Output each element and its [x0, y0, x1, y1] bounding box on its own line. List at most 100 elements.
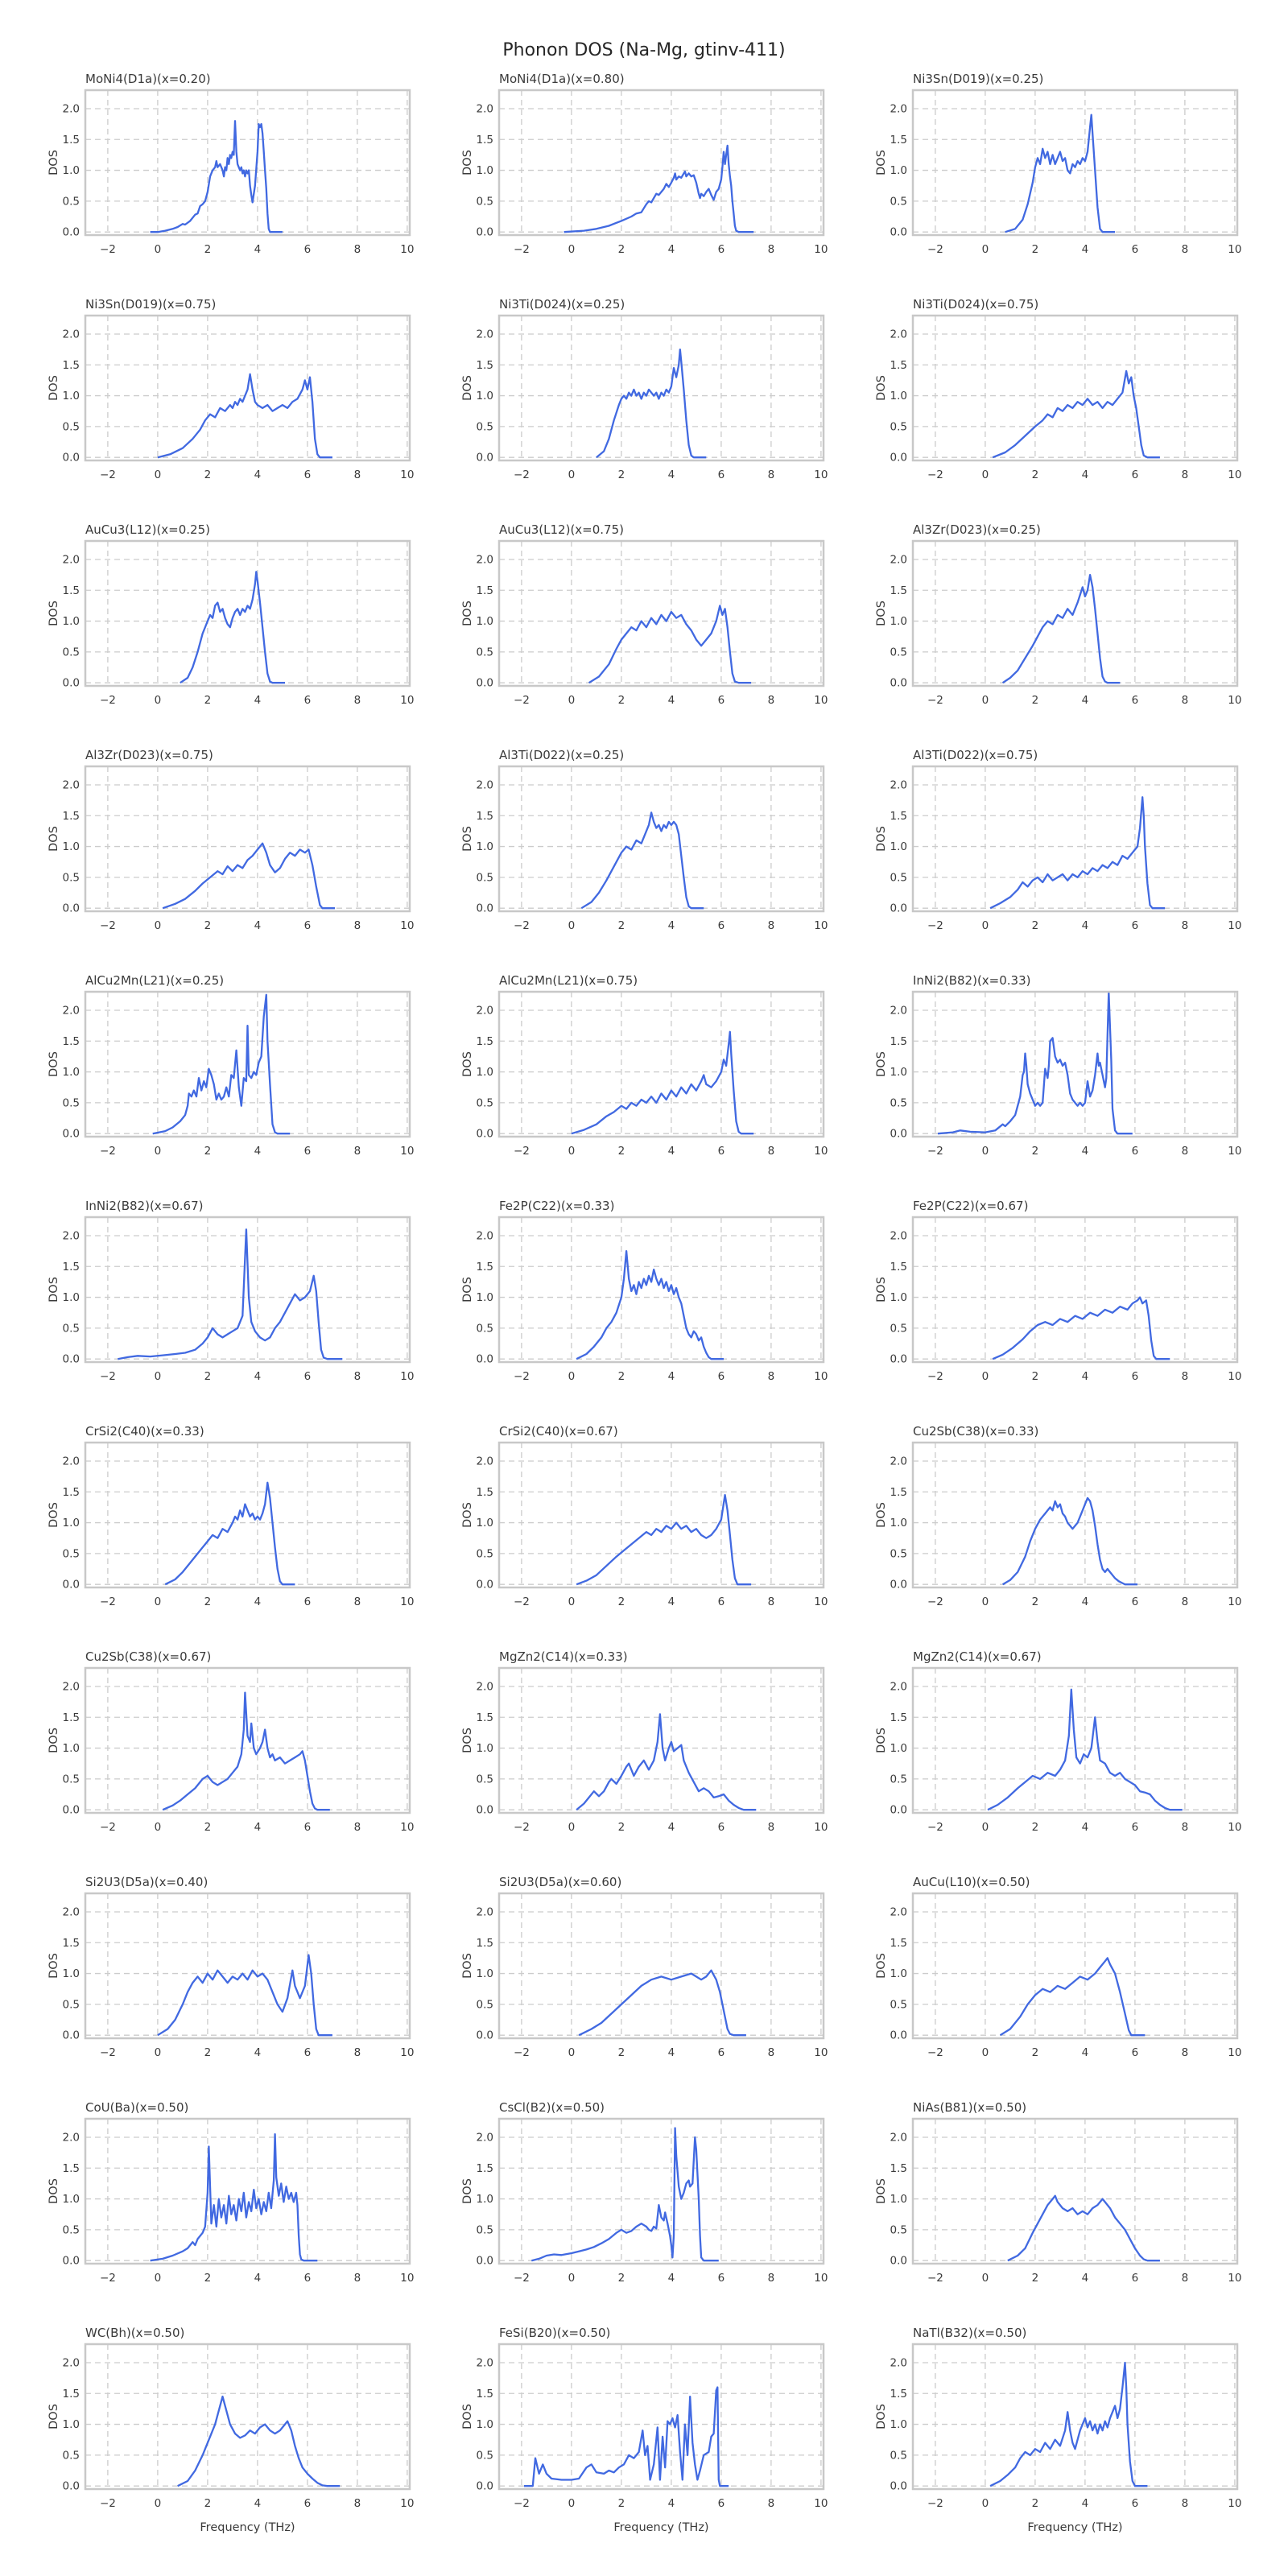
- plot-area: −2 0 2 4 6 8 10 0.0 0.5 1.0 1.5 2.0 DOS: [461, 1666, 828, 1834]
- y-tick-label: 0.0: [890, 1353, 907, 1366]
- x-tick-label: 2: [1032, 243, 1039, 256]
- x-tick-label: 10: [814, 243, 828, 256]
- subplot-title: Al3Ti(D022)(x=0.25): [499, 748, 625, 762]
- x-tick-label: 0: [568, 1370, 576, 1383]
- y-tick-label: 2.0: [477, 2356, 493, 2369]
- x-tick-label: 6: [1132, 469, 1139, 481]
- x-tick-label: 10: [1228, 919, 1241, 932]
- x-tick-label: 0: [568, 694, 576, 707]
- y-tick-label: 0.0: [890, 2480, 907, 2493]
- plot-area: −2 0 2 4 6 8 10 0.0 0.5 1.0 1.5 2.0 DOS: [47, 1892, 414, 2059]
- x-tick-label: 0: [568, 2046, 576, 2059]
- x-tick-label: 8: [354, 1821, 361, 1834]
- x-tick-label: 6: [718, 2046, 725, 2059]
- y-axis-label: DOS: [875, 1728, 888, 1753]
- x-tick-label: 10: [400, 1370, 414, 1383]
- y-tick-label: 0.0: [63, 902, 80, 915]
- subplot-5: Ni3Ti(D024)(x=0.25) −2 0 2 4 6 8 10 0.0 0.5 1.0 1.5…: [460, 295, 874, 520]
- x-tick-label: 10: [814, 469, 828, 481]
- y-axis-label: DOS: [461, 601, 474, 626]
- x-tick-label: 2: [1032, 2497, 1039, 2510]
- x-tick-label: −2: [514, 1370, 530, 1383]
- plot-border: [911, 2343, 1239, 2491]
- x-tick-label: 4: [668, 1145, 675, 1158]
- y-tick-label: 1.5: [890, 2162, 907, 2175]
- y-tick-label: 2.0: [63, 2131, 80, 2144]
- x-tick-label: 2: [204, 1370, 212, 1383]
- subplot-16: InNi2(B82)(x=0.67) −2 0 2 4 6 8 10 0.0 0.5 1.0 1.5 2…: [47, 1196, 460, 1422]
- x-tick-label: 4: [254, 2497, 262, 2510]
- y-tick-label: 0.0: [890, 1579, 907, 1591]
- subplot-30: NiAs(B81)(x=0.50) −2 0 2 4 6 8 10 0.0 0.5 1.0 1.5 2.…: [874, 2098, 1288, 2323]
- x-tick-label: 10: [1228, 1145, 1241, 1158]
- plot-border: [911, 765, 1239, 913]
- plot-border: [84, 1666, 411, 1814]
- x-tick-label: 8: [768, 2497, 775, 2510]
- y-tick-label: 0.5: [890, 1998, 907, 2011]
- y-tick-label: 0.5: [890, 1322, 907, 1335]
- y-tick-label: 0.5: [477, 2223, 493, 2236]
- y-tick-label: 1.5: [477, 1486, 493, 1499]
- y-axis-label: DOS: [875, 826, 888, 852]
- x-tick-label: 10: [814, 2497, 828, 2510]
- x-tick-label: 0: [568, 469, 576, 481]
- x-tick-label: 6: [304, 1596, 312, 1608]
- y-tick-label: 1.5: [477, 1711, 493, 1724]
- x-tick-label: −2: [514, 1821, 530, 1834]
- x-tick-label: 8: [768, 2272, 775, 2285]
- y-axis-label: DOS: [461, 1051, 474, 1077]
- subplot-title: Al3Ti(D022)(x=0.75): [913, 748, 1038, 762]
- y-tick-label: 1.0: [477, 2418, 493, 2431]
- subplot-title: MgZn2(C14)(x=0.67): [913, 1649, 1042, 1664]
- plot-border: [84, 2117, 411, 2265]
- y-tick-label: 0.0: [63, 2029, 80, 2042]
- subplot-22: Cu2Sb(C38)(x=0.67) −2 0 2 4 6 8 10 0.0 0.5 1.0 1.5 2…: [47, 1647, 460, 1872]
- subplot-title: Ni3Sn(D019)(x=0.25): [913, 72, 1044, 86]
- x-tick-label: −2: [514, 2272, 530, 2285]
- x-tick-label: 10: [400, 694, 414, 707]
- x-tick-label: 0: [982, 2046, 989, 2059]
- x-tick-label: 2: [618, 919, 625, 932]
- dos-curve: [596, 348, 707, 459]
- y-tick-label: 0.5: [477, 1773, 493, 1785]
- y-tick-label: 1.0: [63, 1967, 80, 1980]
- x-tick-label: 4: [1082, 2497, 1089, 2510]
- y-axis-label: DOS: [461, 2404, 474, 2429]
- plot-border: [911, 990, 1239, 1138]
- plot-border: [84, 314, 411, 462]
- x-tick-label: 10: [400, 919, 414, 932]
- plot-area: −2 0 2 4 6 8 10 0.0 0.5 1.0 1.5 2.0 DOS: [875, 765, 1241, 932]
- x-tick-label: −2: [514, 1145, 530, 1158]
- subplot-31: WC(Bh)(x=0.50) −2 0 2 4 6 8 10 0.0 0.5 1.0 1.5 2.0 DO…: [47, 2323, 460, 2573]
- x-tick-label: 10: [1228, 243, 1241, 256]
- dos-curve: [1005, 114, 1116, 233]
- x-tick-label: 8: [768, 2046, 775, 2059]
- y-axis-label: DOS: [875, 150, 888, 175]
- x-tick-label: 0: [155, 1821, 162, 1834]
- plot-area: −2 0 2 4 6 8 10 0.0 0.5 1.0 1.5 2.0 DOS Frequency (TH…: [47, 2343, 414, 2534]
- y-tick-label: 0.5: [477, 1322, 493, 1335]
- x-tick-label: 6: [304, 2497, 312, 2510]
- subplot-title: MoNi4(D1a)(x=0.80): [499, 72, 625, 86]
- dos-curve: [937, 992, 1133, 1135]
- x-tick-label: 4: [668, 1821, 675, 1834]
- y-tick-label: 0.5: [477, 195, 493, 208]
- subplot-title: InNi2(B82)(x=0.67): [85, 1199, 204, 1213]
- x-tick-label: 6: [1132, 1145, 1139, 1158]
- y-tick-label: 2.0: [477, 1229, 493, 1242]
- x-tick-label: 4: [1082, 469, 1089, 481]
- x-tick-label: 8: [354, 243, 361, 256]
- dos-curve: [992, 1296, 1170, 1360]
- y-axis-label: DOS: [461, 1277, 474, 1302]
- x-tick-label: 2: [204, 2497, 212, 2510]
- plot-border: [497, 314, 825, 462]
- x-tick-label: 10: [400, 243, 414, 256]
- dos-curve: [157, 373, 332, 459]
- subplot-23: MgZn2(C14)(x=0.33) −2 0 2 4 6 8 10 0.0 0.5 1.0 1.5 2…: [460, 1647, 874, 1872]
- y-tick-label: 1.5: [477, 359, 493, 372]
- x-tick-label: 6: [1132, 2497, 1139, 2510]
- x-tick-label: 4: [254, 694, 262, 707]
- y-tick-label: 1.0: [63, 1517, 80, 1530]
- x-tick-label: 4: [668, 2046, 675, 2059]
- y-tick-label: 0.5: [477, 1998, 493, 2011]
